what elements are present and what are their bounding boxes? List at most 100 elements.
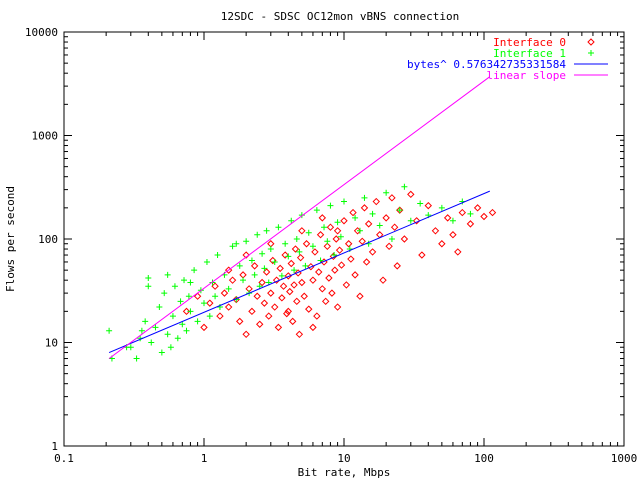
data-point-plus (309, 243, 316, 250)
data-point-diamond (488, 208, 497, 217)
data-point-plus (288, 217, 295, 224)
data-point-diamond (272, 276, 281, 284)
data-point-diamond (220, 289, 229, 297)
data-point-diamond (362, 258, 371, 266)
data-point-diamond (276, 264, 284, 273)
data-point-plus (167, 344, 174, 351)
data-point-diamond (400, 235, 409, 243)
data-point-diamond (466, 220, 475, 228)
data-point-diamond (286, 287, 294, 296)
data-point-diamond (224, 303, 233, 311)
data-point-diamond (288, 317, 297, 326)
y-tick-label: 10000 (25, 26, 58, 39)
data-point-diamond (298, 227, 306, 235)
data-point-plus (194, 318, 201, 325)
data-point-diamond (332, 235, 340, 243)
data-point-plus (285, 253, 292, 260)
data-point-diamond (372, 197, 380, 206)
data-point-plus (233, 240, 240, 247)
data-point-diamond (326, 223, 335, 231)
data-point-diamond (236, 317, 244, 326)
data-point-plus (145, 283, 152, 290)
x-tick-label: 10 (337, 452, 350, 465)
data-point-diamond (368, 248, 377, 256)
data-point-plus (449, 217, 456, 224)
data-point-diamond (296, 253, 305, 262)
series-bytes-0-576342735331584 (108, 190, 490, 353)
legend-label: bytes^ 0.576342735331584 (407, 58, 566, 71)
data-point-plus (181, 277, 188, 284)
data-point-plus (324, 238, 331, 245)
data-point-plus (158, 349, 165, 356)
series-layer (106, 76, 497, 362)
data-point-diamond (333, 303, 342, 311)
data-point-plus (183, 327, 190, 334)
data-point-plus (259, 250, 266, 257)
data-point-plus (388, 236, 395, 242)
data-point-plus (161, 290, 168, 297)
data-point-diamond (258, 278, 266, 287)
data-point-diamond (309, 323, 317, 332)
data-point-diamond (182, 307, 191, 316)
data-point-diamond (242, 330, 250, 339)
data-point-diamond (325, 274, 333, 282)
data-point-diamond (360, 204, 369, 212)
data-point-plus (296, 248, 303, 255)
data-point-diamond (458, 208, 467, 217)
legend-label: linear slope (487, 69, 566, 82)
data-point-plus (187, 308, 194, 315)
data-point-plus (225, 285, 232, 292)
data-point-diamond (302, 240, 311, 248)
data-point-plus (261, 265, 268, 272)
data-point-diamond (211, 282, 219, 290)
data-point-diamond (424, 201, 432, 210)
data-point-diamond (335, 246, 344, 254)
data-point-diamond (284, 307, 292, 316)
data-point-diamond (412, 217, 421, 225)
data-point-diamond (418, 251, 426, 259)
data-point-plus (334, 219, 341, 226)
data-point-diamond (311, 248, 319, 256)
data-point-plus (407, 217, 414, 224)
data-point-plus (438, 204, 445, 211)
y-axis-label: Flows per second (4, 186, 17, 292)
data-point-diamond (315, 268, 323, 276)
data-point-plus (248, 257, 255, 264)
data-point-plus (313, 207, 320, 214)
data-point-plus (267, 246, 274, 253)
data-point-diamond (342, 281, 351, 289)
data-point-diamond (388, 194, 396, 202)
data-point-diamond (443, 214, 452, 222)
data-point-diamond (267, 289, 275, 297)
data-point-plus (187, 279, 194, 286)
data-point-plus (327, 202, 334, 209)
data-point-diamond (390, 223, 399, 231)
data-point-plus (142, 318, 149, 325)
y-tick-label: 10 (45, 337, 58, 350)
legend-marker-plus (588, 50, 594, 56)
data-point-diamond (407, 190, 415, 199)
data-point-diamond (271, 303, 279, 311)
data-point-diamond (253, 292, 261, 300)
data-point-plus (282, 240, 289, 247)
data-point-plus (341, 198, 347, 205)
x-axis-label: Bit rate, Mbps (298, 466, 391, 479)
data-point-diamond (256, 320, 264, 328)
data-point-plus (185, 293, 192, 300)
data-point-plus (361, 194, 368, 201)
data-point-diamond (318, 285, 327, 293)
legend-label: Interface 1 (493, 47, 566, 60)
data-point-diamond (200, 323, 208, 332)
data-point-diamond (242, 251, 250, 259)
data-point-plus (401, 183, 408, 190)
data-point-diamond (364, 220, 373, 228)
data-point-plus (152, 324, 159, 331)
data-point-diamond (351, 271, 359, 279)
data-point-plus (298, 212, 305, 219)
y-tick-label: 1 (51, 440, 58, 453)
data-point-diamond (333, 227, 342, 235)
data-point-plus (271, 258, 278, 265)
data-point-diamond (250, 262, 259, 270)
